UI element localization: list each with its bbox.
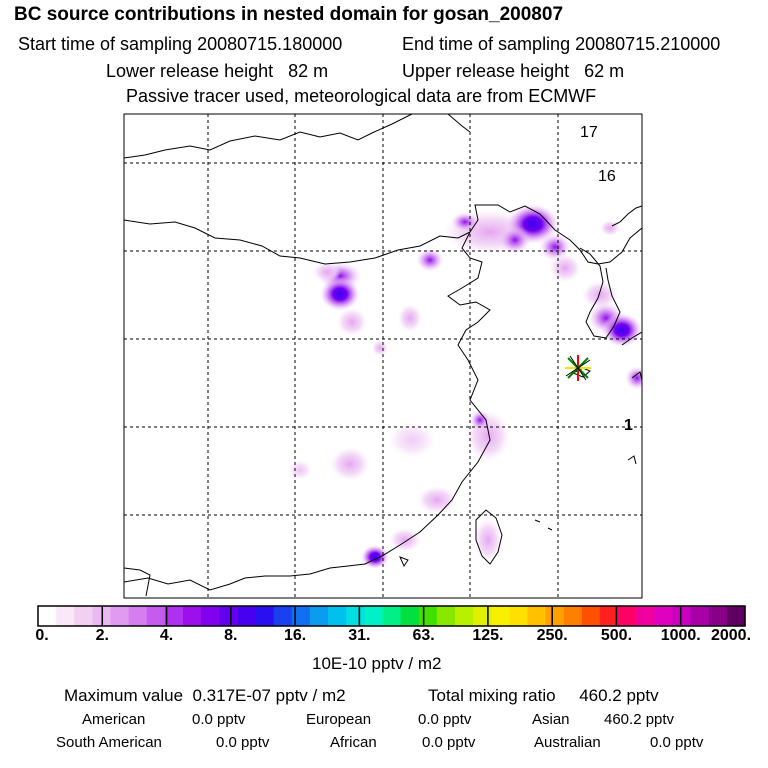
american-label: American (82, 711, 146, 728)
colorbar (38, 606, 746, 626)
colorbar-swatch (436, 606, 456, 626)
graticule (124, 114, 642, 598)
receptor-star-icon (565, 355, 591, 381)
end-time: End time of sampling 20080715.210000 (402, 34, 720, 55)
end-time-value: 20080715.210000 (575, 34, 721, 54)
colorbar-tick-label: 1000. (660, 627, 701, 644)
australian-label: Australian (534, 734, 601, 751)
concentration-field (288, 204, 642, 569)
start-time-label: Start time of sampling (18, 34, 193, 54)
colorbar-swatch (309, 606, 329, 626)
colorbar-swatch (509, 606, 529, 626)
south-american-value: 0.0 pptv (216, 734, 270, 751)
lower-release-height: Lower release height 82 m (106, 61, 328, 82)
colorbar-tick-label: 63. (412, 627, 435, 644)
south-american-label: South American (56, 734, 162, 751)
maximum-value: Maximum value 0.317E-07 pptv / m2 (64, 686, 346, 706)
colorbar-tick-label: 8. (224, 627, 238, 644)
european-label: European (306, 711, 372, 728)
colorbar-swatch (346, 606, 365, 626)
map-label-1: 1 (624, 417, 633, 434)
total-mixing-value: 460.2 pptv (579, 686, 659, 705)
colorbar-ticks (101, 606, 682, 626)
tracer-note: Passive tracer used, meteorological data… (126, 86, 597, 106)
asian-label: Asian (532, 711, 570, 728)
colorbar-swatch (726, 606, 746, 626)
colorbar-swatch (237, 606, 257, 626)
colorbar-swatch (672, 606, 692, 626)
colorbar-swatch (473, 606, 492, 626)
colorbar-swatch (454, 606, 474, 626)
colorbar-swatch (128, 606, 148, 626)
colorbar-swatch (146, 606, 166, 626)
colorbar-tick-label: 16. (283, 627, 307, 644)
colorbar-tick-label: 500. (600, 627, 633, 644)
map-label-16: 16 (598, 168, 616, 185)
colorbar-swatch (255, 606, 275, 626)
colorbar-swatch (690, 606, 710, 626)
colorbar-tick-label: 250. (536, 627, 568, 644)
colorbar-swatch (291, 606, 311, 626)
colorbar-swatch (654, 606, 674, 626)
coastlines (124, 114, 642, 597)
start-time-value: 20080715.180000 (197, 34, 343, 54)
asian-value: 460.2 pptv (604, 711, 675, 728)
american-value: 0.0 pptv (192, 711, 246, 728)
colorbar-swatch (636, 606, 655, 626)
colorbar-swatch (708, 606, 728, 626)
colorbar-tick-label: 2000. (710, 627, 752, 644)
colorbar-swatch (110, 606, 130, 626)
colorbar-swatch (364, 606, 384, 626)
african-value: 0.0 pptv (422, 734, 476, 751)
start-time: Start time of sampling 20080715.180000 (18, 34, 342, 55)
colorbar-swatch (56, 606, 75, 626)
colorbar-swatch (201, 606, 220, 626)
colorbar-tick-label: 31. (348, 627, 371, 644)
colorbar-swatch (418, 606, 438, 626)
colorbar-swatch (527, 606, 547, 626)
total-mixing-ratio: Total mixing ratio 460.2 pptv (428, 686, 659, 706)
end-time-label: End time of sampling (402, 34, 571, 54)
lower-release-label: Lower release height (106, 61, 274, 81)
colorbar-swatch (328, 606, 347, 626)
colorbar-swatch (545, 606, 565, 626)
upper-release-label: Upper release height (402, 61, 570, 81)
colorbar-swatch (219, 606, 239, 626)
colorbar-tick-label: 2. (95, 627, 109, 644)
european-value: 0.0 pptv (418, 711, 472, 728)
colorbar-swatch (74, 606, 93, 626)
map-label-17: 17 (580, 124, 598, 141)
colorbar-swatch (618, 606, 637, 626)
colorbar-swatch (563, 606, 583, 626)
colorbar-frame (37, 605, 746, 627)
australian-value: 0.0 pptv (650, 734, 704, 751)
upper-release-value: 62 m (584, 61, 625, 81)
map-region (124, 114, 642, 598)
colorbar-swatch (273, 606, 293, 626)
colorbar-swatch (400, 606, 420, 626)
african-label: African (330, 734, 377, 751)
map-frame (123, 113, 643, 599)
colorbar-tick-label: 125. (472, 627, 504, 644)
colorbar-swatch (164, 606, 184, 626)
plot-title: BC source contributions in nested domain… (14, 4, 564, 25)
colorbar-swatch (599, 606, 619, 626)
colorbar-tick-label: 0. (35, 627, 49, 644)
maximum-value-label: Maximum value (64, 686, 184, 705)
lower-release-value: 82 m (288, 61, 329, 81)
colorbar-tick-label: 4. (159, 627, 174, 644)
colorbar-units: 10E-10 pptv / m2 (312, 654, 442, 673)
upper-release-height: Upper release height 62 m (402, 61, 624, 82)
total-mixing-label: Total mixing ratio (428, 686, 556, 705)
colorbar-swatch (382, 606, 402, 626)
colorbar-swatch (491, 606, 510, 626)
colorbar-swatch (38, 606, 57, 626)
maximum-value-number: 0.317E-07 pptv / m2 (192, 686, 346, 705)
colorbar-swatch (581, 606, 601, 626)
colorbar-swatch (183, 606, 202, 626)
